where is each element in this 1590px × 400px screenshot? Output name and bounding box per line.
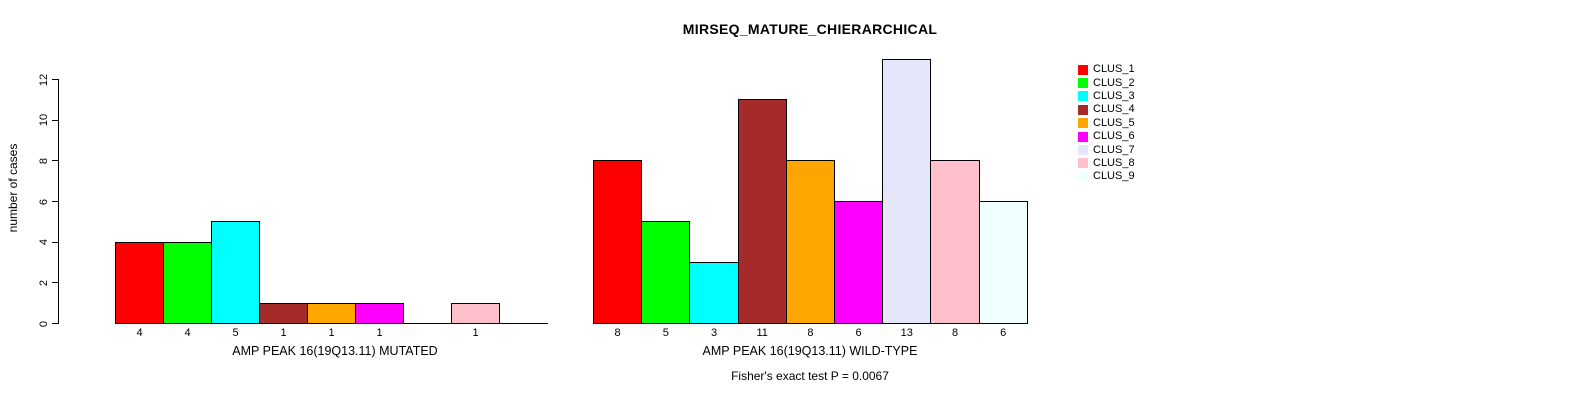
bar-value-label: 11 [756, 327, 768, 339]
legend-label: CLUS_5 [1093, 116, 1135, 129]
legend-label: CLUS_7 [1093, 143, 1135, 156]
y-axis-tick-label: 10 [38, 114, 50, 127]
legend-swatch-clus_7 [1078, 145, 1088, 156]
legend-swatch-clus_4 [1078, 104, 1088, 115]
y-axis-tick [52, 323, 58, 324]
bar-clus_3 [211, 221, 260, 324]
legend-label: CLUS_2 [1093, 76, 1135, 89]
y-axis-tick-label: 12 [38, 73, 50, 86]
bar-value-label: 8 [807, 327, 814, 339]
bar-clus_1 [593, 160, 643, 324]
y-axis-tick [52, 160, 58, 162]
y-axis-tick-label: 4 [38, 239, 50, 246]
bar-clus_6 [834, 201, 884, 324]
bar-clus_1 [115, 241, 164, 324]
bar-clus_4 [259, 302, 308, 324]
bar-value-label: 8 [951, 327, 959, 339]
legend-label: CLUS_1 [1093, 63, 1135, 76]
chart-title: MIRSEQ_MATURE_CHIERARCHICAL [682, 21, 938, 37]
bar-value-label: 13 [900, 327, 913, 339]
y-axis-tick [52, 241, 58, 243]
bar-value-label: 3 [710, 327, 718, 339]
bar-value-label: 6 [1000, 327, 1007, 339]
bar-clus_6 [355, 302, 404, 324]
legend-item: CLUS_8 [1078, 157, 1135, 170]
x-axis-label-wild-type: AMP PEAK 16(19Q13.11) WILD-TYPE [702, 344, 918, 358]
bar-value-label: 4 [184, 327, 191, 339]
legend-item: CLUS_3 [1078, 90, 1135, 103]
y-axis [58, 79, 59, 324]
legend-swatch-clus_2 [1078, 78, 1088, 89]
y-axis-tick [52, 201, 58, 203]
bar-clus_4 [737, 99, 787, 324]
y-axis-tick-label: 6 [38, 198, 50, 205]
bar-value-label: 6 [855, 327, 862, 339]
legend-swatch-clus_1 [1078, 64, 1088, 75]
legend-label: CLUS_8 [1093, 156, 1135, 169]
bar-clus_3 [689, 262, 739, 324]
legend-swatch-clus_9 [1078, 171, 1088, 182]
legend-item: CLUS_2 [1078, 76, 1135, 89]
fisher-test-annotation: Fisher's exact test P = 0.0067 [731, 369, 889, 383]
legend-swatch-clus_6 [1078, 131, 1088, 142]
bar-value-label: 1 [376, 327, 383, 339]
y-axis-tick [52, 282, 58, 284]
bar-value-label: 4 [136, 327, 143, 339]
legend-item: CLUS_9 [1078, 170, 1135, 183]
legend-item: CLUS_5 [1078, 117, 1135, 130]
bar-value-label: 5 [662, 327, 669, 339]
x-axis-label-mutated: AMP PEAK 16(19Q13.11) MUTATED [232, 344, 438, 358]
bar-value-label: 1 [472, 327, 479, 339]
y-axis-tick-label: 0 [38, 320, 50, 327]
bar-clus_2 [163, 241, 212, 324]
legend-swatch-clus_5 [1078, 118, 1088, 129]
bar-value-label: 8 [614, 327, 621, 339]
legend-item: CLUS_4 [1078, 103, 1135, 116]
legend-label: CLUS_3 [1093, 89, 1135, 102]
y-axis-tick [52, 119, 58, 121]
bar-value-label: 1 [280, 327, 287, 339]
legend-label: CLUS_4 [1093, 103, 1135, 116]
bar-clus_5 [307, 302, 356, 324]
legend-swatch-clus_8 [1078, 158, 1088, 169]
y-axis-tick-label: 2 [38, 279, 50, 286]
legend-swatch-clus_3 [1078, 91, 1088, 102]
bar-clus_7 [882, 58, 932, 324]
bar-clus_8 [451, 302, 500, 324]
bar-clus_5 [785, 160, 835, 324]
bar-value-label: 5 [232, 327, 239, 339]
bar-value-label: 1 [328, 327, 335, 339]
legend-label: CLUS_9 [1093, 170, 1135, 183]
bar-clus_9 [978, 201, 1028, 324]
legend-label: CLUS_6 [1093, 130, 1135, 143]
bar-clus_8 [930, 160, 980, 324]
y-axis-tick-label: 8 [38, 157, 50, 164]
legend-item: CLUS_6 [1078, 130, 1135, 143]
y-axis-tick [52, 79, 58, 81]
legend-item: CLUS_1 [1078, 63, 1135, 76]
legend-item: CLUS_7 [1078, 143, 1135, 156]
legend: CLUS_1 CLUS_2 CLUS_3 CLUS_4 CLUS_5 CLUS_6 CLUS… [1078, 63, 1135, 184]
bar-clus_2 [641, 221, 691, 324]
